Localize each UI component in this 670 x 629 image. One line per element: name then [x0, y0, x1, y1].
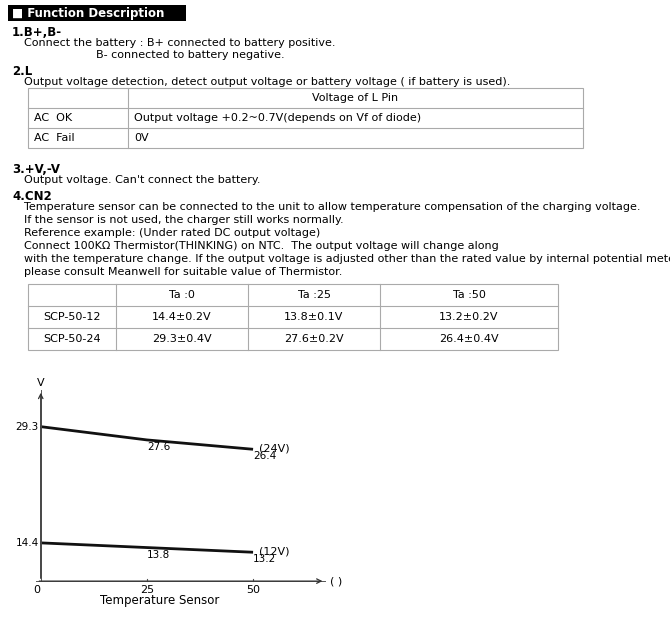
Text: with the temperature change. If the output voltage is adjusted other than the ra: with the temperature change. If the outp… [24, 254, 670, 264]
Text: V: V [37, 377, 44, 387]
Bar [28, 88, 583, 148]
Text: 29.3: 29.3 [15, 421, 39, 431]
Text: 3.+V,-V: 3.+V,-V [12, 163, 60, 176]
Text: Ta :25: Ta :25 [297, 290, 330, 300]
Text: SCP-50-12: SCP-50-12 [44, 312, 100, 322]
Text: please consult Meanwell for suitable value of Thermistor.: please consult Meanwell for suitable val… [24, 267, 342, 277]
Text: B- connected to battery negative.: B- connected to battery negative. [96, 50, 285, 60]
Text: 13.8: 13.8 [147, 550, 170, 560]
Text: 14.4: 14.4 [15, 538, 39, 548]
Text: (24V): (24V) [259, 443, 290, 454]
Text: AC  Fail: AC Fail [34, 133, 74, 143]
Text: Temperature sensor can be connected to the unit to allow temperature compensatio: Temperature sensor can be connected to t… [24, 202, 641, 212]
Text: ■ Function Description: ■ Function Description [12, 6, 164, 19]
Text: Temperature Sensor: Temperature Sensor [100, 594, 219, 608]
Bar [8, 5, 186, 21]
Text: 13.2: 13.2 [253, 554, 276, 564]
Text: Connect the battery : B+ connected to battery positive.: Connect the battery : B+ connected to ba… [24, 38, 336, 48]
Text: 50: 50 [246, 585, 260, 595]
Text: AC  OK: AC OK [34, 113, 72, 123]
Text: Ta :0: Ta :0 [169, 290, 195, 300]
Text: Connect 100KΩ Thermistor(THINKING) on NTC.  The output voltage will change along: Connect 100KΩ Thermistor(THINKING) on NT… [24, 241, 498, 251]
Text: 27.6±0.2V: 27.6±0.2V [284, 334, 344, 344]
Text: 13.8±0.1V: 13.8±0.1V [284, 312, 344, 322]
Text: 26.4±0.4V: 26.4±0.4V [440, 334, 498, 344]
Text: 13.2±0.2V: 13.2±0.2V [440, 312, 498, 322]
Text: 26.4: 26.4 [253, 451, 276, 461]
Text: Output voltage. Can't connect the battery.: Output voltage. Can't connect the batter… [24, 175, 261, 185]
Text: ( ): ( ) [330, 576, 342, 586]
Text: (12V): (12V) [259, 547, 290, 557]
Bar [28, 284, 558, 350]
Text: 0: 0 [33, 585, 40, 595]
Text: 14.4±0.2V: 14.4±0.2V [152, 312, 212, 322]
Text: Voltage of L Pin: Voltage of L Pin [312, 93, 399, 103]
Text: Output voltage +0.2~0.7V(depends on Vf of diode): Output voltage +0.2~0.7V(depends on Vf o… [134, 113, 421, 123]
Text: 25: 25 [140, 585, 154, 595]
Text: 29.3±0.4V: 29.3±0.4V [152, 334, 212, 344]
Text: Reference example: (Under rated DC output voltage): Reference example: (Under rated DC outpu… [24, 228, 320, 238]
Text: 4.CN2: 4.CN2 [12, 190, 52, 203]
Text: 27.6: 27.6 [147, 442, 170, 452]
Text: Ta :50: Ta :50 [452, 290, 486, 300]
Text: 0V: 0V [134, 133, 149, 143]
Text: SCP-50-24: SCP-50-24 [43, 334, 100, 344]
Text: Output voltage detection, detect output voltage or battery voltage ( if battery : Output voltage detection, detect output … [24, 77, 511, 87]
Text: 1.B+,B-: 1.B+,B- [12, 26, 62, 39]
Text: If the sensor is not used, the charger still works normally.: If the sensor is not used, the charger s… [24, 215, 344, 225]
Text: 2.L: 2.L [12, 65, 32, 78]
